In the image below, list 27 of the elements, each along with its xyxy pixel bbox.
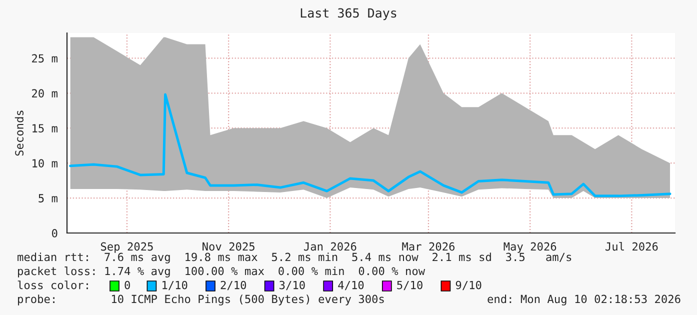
x-tick-label: Sep 2025 (100, 242, 153, 253)
text: end: Mon Aug 10 02:18:53 2026 (488, 294, 680, 306)
x-tick-label: Jan 2026 (304, 242, 356, 251)
y-tick-label: 20 m (32, 89, 58, 98)
y-axis-title: Seconds (14, 110, 24, 156)
text: 9/10 (456, 280, 482, 290)
y-tick-label: 15 m (32, 124, 58, 133)
text: 5/10 (397, 280, 422, 290)
text: 4/10 (338, 280, 364, 290)
x-tick-label: Mar 2026 (402, 242, 455, 251)
text: 3/10 (280, 280, 305, 290)
y-tick-label: 10 m (32, 159, 58, 168)
x-tick-label: Nov 2025 (202, 242, 254, 251)
y-tick-label: 5 m (38, 194, 58, 202)
chart-title: Last 365 Days (300, 8, 396, 20)
text: 2/10 (220, 280, 246, 290)
y-tick-label: 0 (52, 229, 58, 238)
text: loss color: (18, 280, 88, 290)
text: packet loss: 1.74 % avg 100.00 % max 0.00 % min 0.00 % now (18, 266, 426, 278)
text: 1/10 (162, 280, 188, 290)
text: 0 (124, 280, 130, 290)
x-tick-label: May 2026 (504, 242, 556, 253)
y-tick-label: 25 m (32, 54, 58, 63)
text: probe: 10 ICMP Echo Pings (500 Bytes) every 300s (18, 294, 384, 306)
text: median rtt: 7.6 ms avg 19.8 ms max 5.2 ms min 5.4 ms now 2.1 ms sd 3.5 am/s (18, 252, 572, 264)
x-tick-label: Jul 2026 (606, 242, 658, 251)
line-series (69, 93, 672, 198)
